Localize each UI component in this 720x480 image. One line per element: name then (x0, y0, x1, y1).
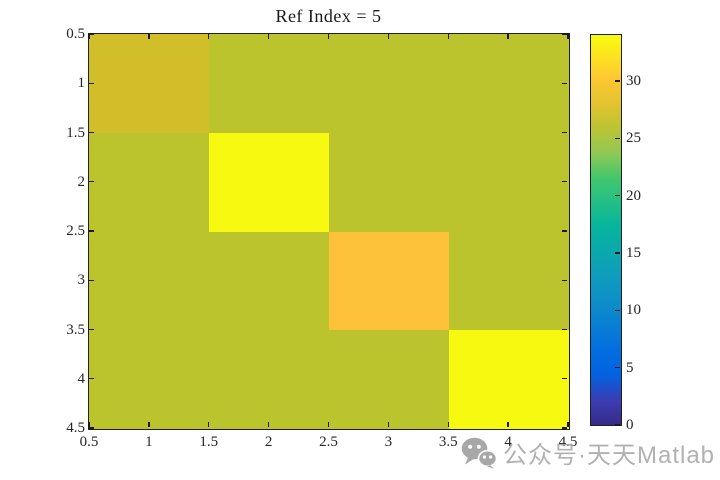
heatmap-cell (329, 231, 449, 331)
axis-tick (89, 328, 94, 331)
heatmap-cell (449, 34, 569, 133)
heatmap-cell (449, 330, 569, 429)
y-tick-label: 1 (77, 75, 86, 92)
watermark: 公众号·天天Matlab (461, 435, 715, 470)
colorbar-tick (615, 366, 620, 369)
heatmap-cell (209, 132, 329, 232)
colorbar-tick-label: 20 (626, 187, 641, 204)
heatmap-cell (89, 132, 209, 232)
y-tick-label: 4 (77, 370, 86, 387)
colorbar-tick (615, 424, 620, 426)
heatmap-cell (209, 34, 329, 133)
axis-tick (89, 378, 94, 380)
heatmap-cell (89, 231, 209, 331)
axis-tick (561, 427, 567, 429)
axis-tick (89, 181, 94, 183)
axis-tick (387, 421, 390, 427)
colorbar-tick (615, 252, 620, 254)
y-tick-label: 0.5 (66, 26, 85, 42)
axis-tick (89, 427, 94, 429)
axis-tick (327, 34, 330, 39)
y-tick-label: 2.5 (66, 223, 85, 239)
heatmap-cell (329, 330, 449, 429)
heatmap-plot-area (88, 33, 570, 430)
heatmap-cell (329, 132, 449, 232)
y-tick-label: 2 (77, 173, 86, 190)
axis-tick (148, 34, 150, 39)
x-tick-label: 1 (145, 434, 153, 450)
colorbar-tick-label: 25 (626, 130, 641, 147)
heatmap-cell (89, 330, 209, 429)
axis-tick (387, 34, 390, 39)
y-tick-label: 3.5 (66, 321, 85, 338)
heatmap-cells (89, 34, 569, 429)
y-tick-label: 3 (77, 272, 86, 289)
colorbar-tick-label: 30 (626, 72, 641, 89)
colorbar-gradient (591, 35, 621, 425)
axis-tick (561, 279, 567, 281)
axis-tick (89, 230, 94, 232)
axis-tick (561, 378, 567, 380)
axis-tick (89, 279, 94, 281)
x-tick-label: 2 (264, 434, 273, 450)
axis-tick (447, 421, 449, 427)
axis-tick (561, 131, 567, 134)
axis-tick (208, 421, 210, 427)
colorbar-tick (615, 309, 620, 311)
axis-tick (561, 230, 567, 232)
axis-tick (507, 34, 509, 39)
colorbar-tick-label: 0 (626, 417, 634, 433)
colorbar-tick (615, 194, 620, 197)
axis-tick (148, 421, 150, 427)
x-tick-label: 2.5 (319, 434, 338, 450)
axis-tick (88, 421, 90, 427)
axis-tick (88, 34, 90, 39)
heatmap-cell (449, 132, 569, 232)
heatmap-cell (209, 330, 329, 429)
axis-tick (89, 131, 94, 134)
colorbar-tick (615, 137, 620, 139)
axis-tick (267, 421, 270, 427)
heatmap-cell (449, 231, 569, 331)
colorbar (590, 34, 622, 426)
wechat-icon (461, 437, 497, 469)
x-tick-label: 3 (384, 434, 393, 450)
chart-title: Ref Index = 5 (275, 6, 382, 26)
watermark-text: 公众号·天天Matlab (503, 442, 716, 469)
axis-tick (561, 33, 567, 35)
y-tick-label: 4.5 (66, 420, 85, 436)
colorbar-tick-label: 5 (626, 359, 634, 376)
axis-tick (267, 34, 270, 39)
axis-tick (561, 328, 567, 331)
colorbar-tick (615, 80, 620, 82)
axis-tick (567, 421, 569, 427)
x-tick-label: 3.5 (438, 434, 458, 450)
axis-tick (208, 34, 210, 39)
colorbar-tick-label: 15 (626, 244, 641, 261)
y-tick-label: 1.5 (66, 124, 85, 141)
x-tick-label: 1.5 (199, 434, 219, 450)
colorbar-tick-label: 10 (626, 302, 641, 319)
axis-tick (89, 33, 94, 35)
axis-tick (561, 82, 567, 84)
heatmap-cell (209, 231, 329, 331)
heatmap-cell (329, 34, 449, 133)
axis-tick (507, 421, 509, 427)
axis-tick (561, 181, 567, 183)
heatmap-cell (89, 34, 209, 133)
x-tick-label: 4.5 (558, 434, 578, 450)
axis-tick (89, 82, 94, 84)
x-tick-label: 4 (504, 434, 512, 450)
axis-tick (447, 34, 449, 39)
axis-tick (567, 34, 569, 39)
x-tick-label: 0.5 (79, 434, 99, 450)
axis-tick (327, 421, 330, 427)
